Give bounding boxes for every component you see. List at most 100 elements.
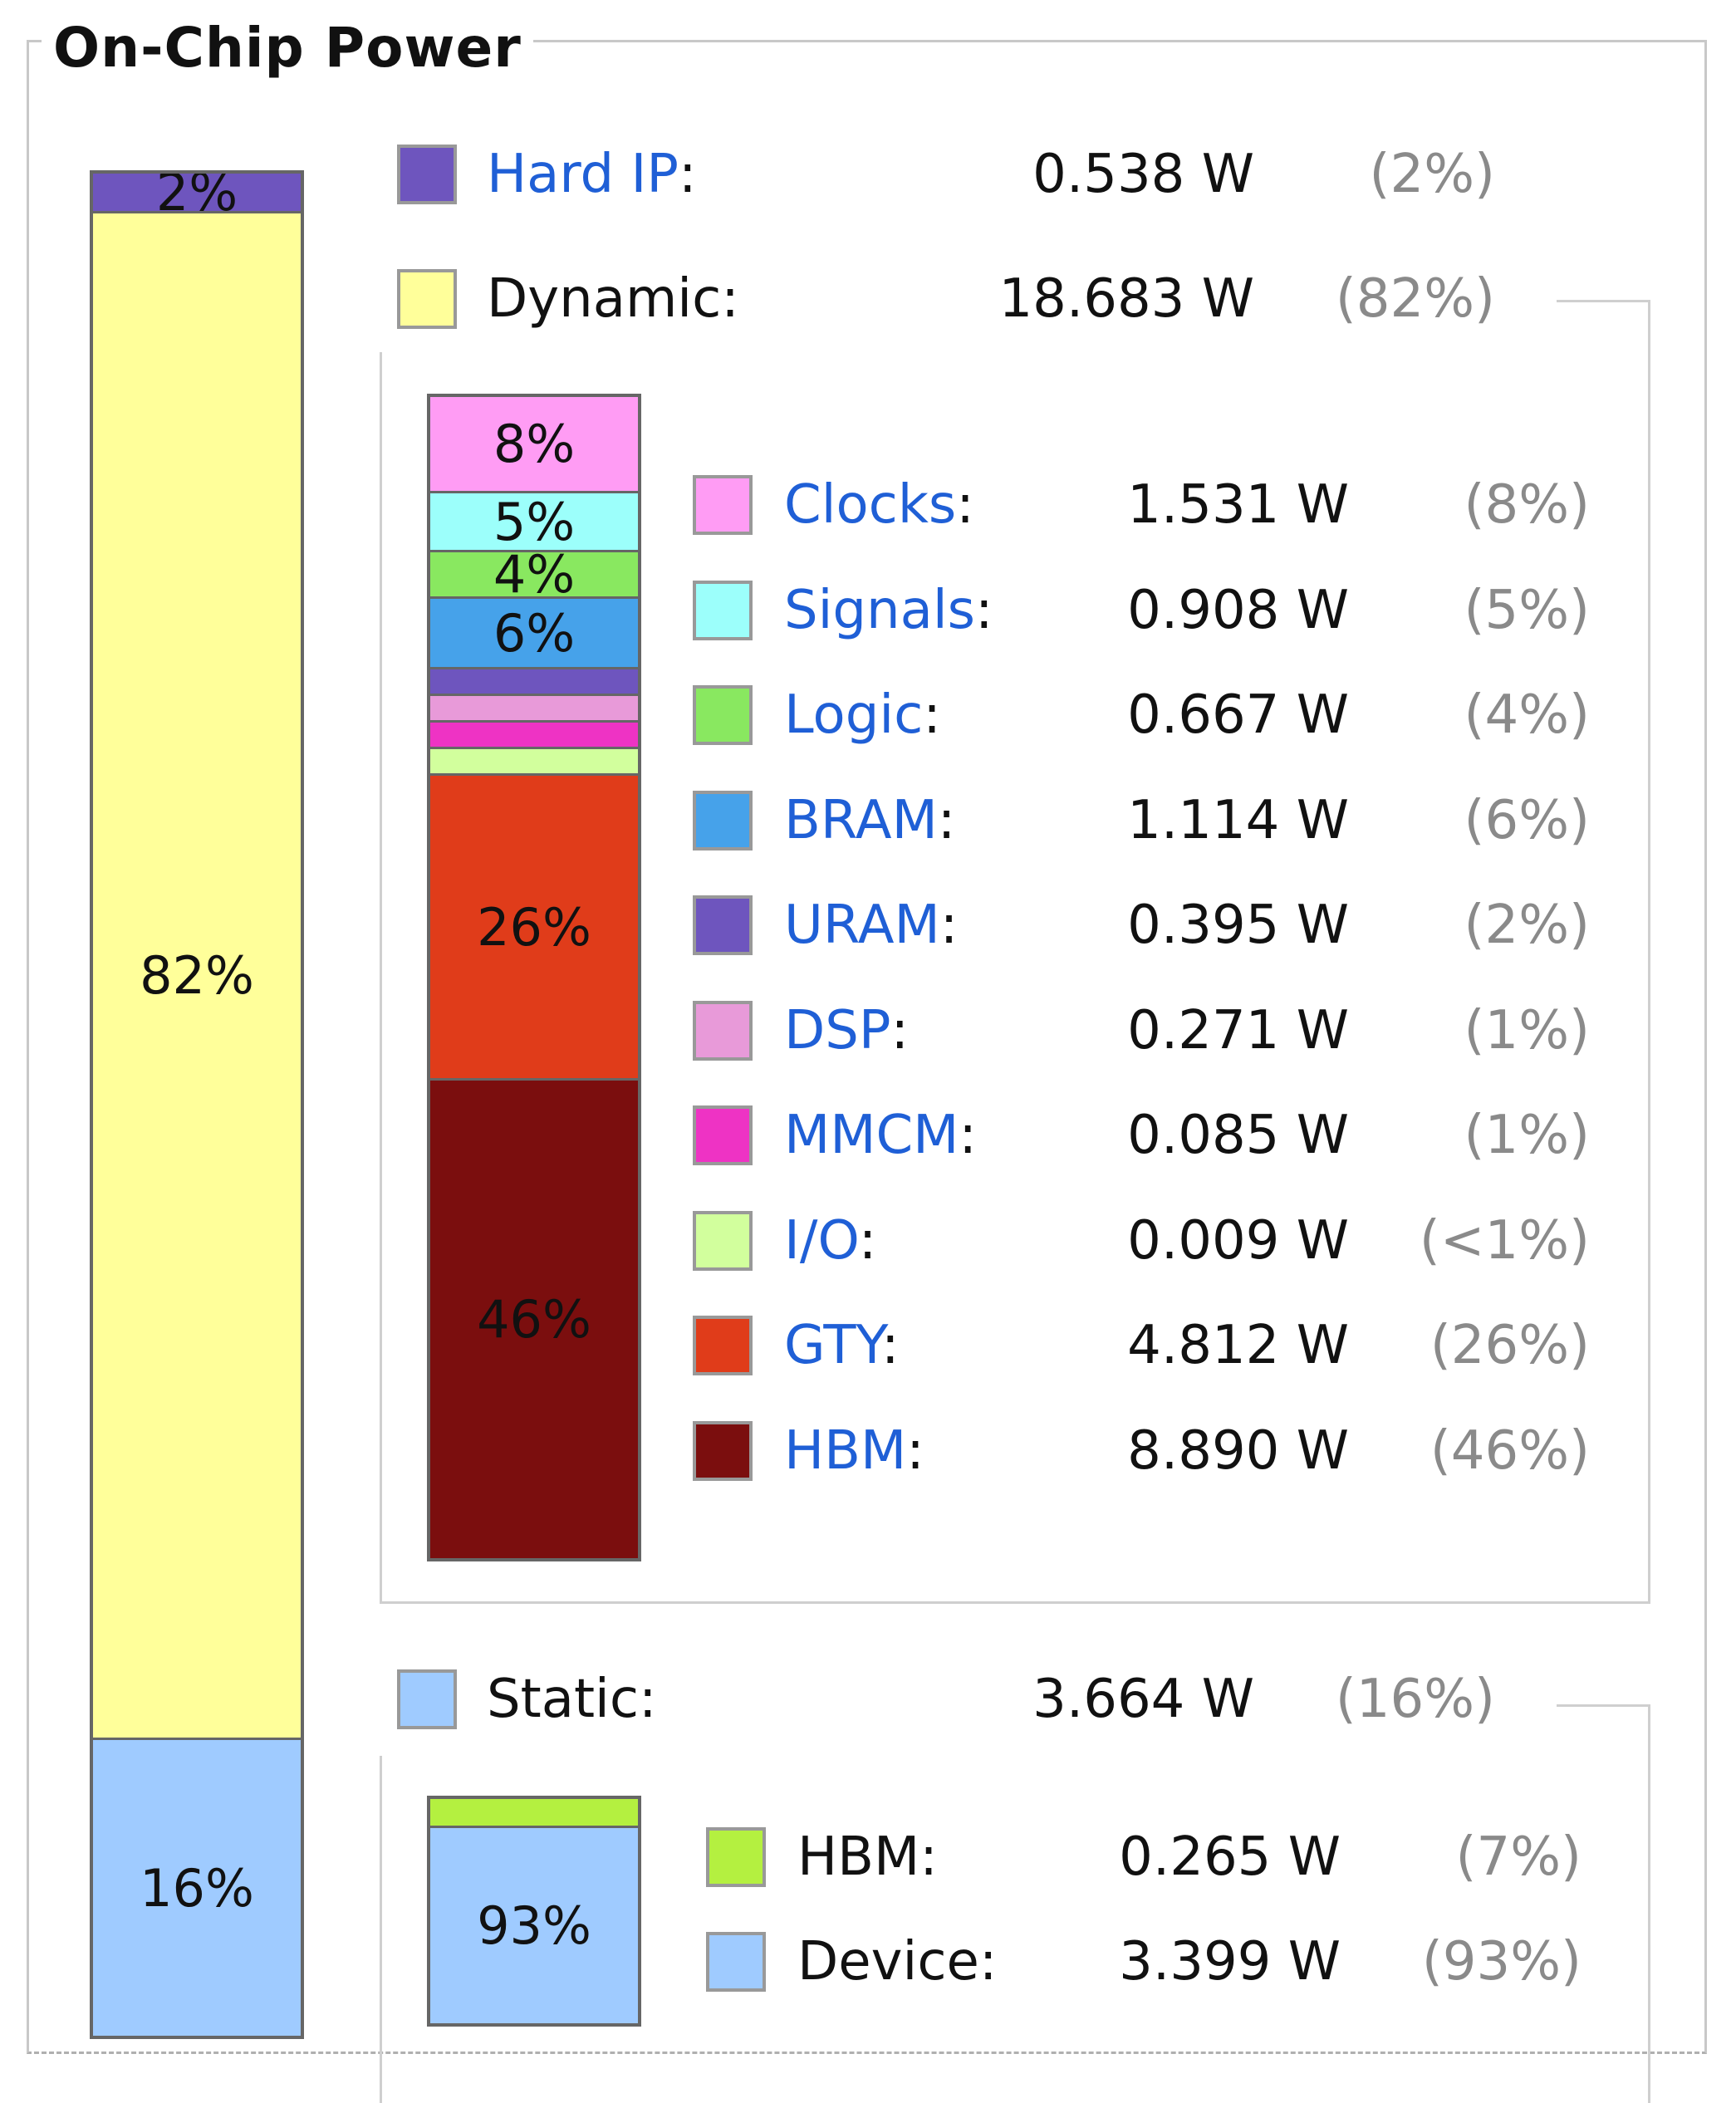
dynamic-uram-label[interactable]: URAM:	[784, 892, 958, 958]
dynamic-segment-uram	[430, 667, 638, 694]
dynamic-logic-swatch	[693, 685, 753, 745]
dynamic-gty-percent: (26%)	[1430, 1315, 1590, 1376]
panel-title: On-Chip Power	[42, 15, 533, 81]
dynamic-segment-bram: 6%	[430, 596, 638, 667]
dynamic-bram-swatch	[693, 790, 753, 851]
label-colon: :	[678, 144, 697, 205]
label-colon: :	[956, 474, 974, 536]
dynamic-bram-value: 1.114 W	[1127, 789, 1349, 851]
label-colon: :	[721, 268, 739, 330]
summary-hard-ip-value: 0.538 W	[1032, 144, 1254, 205]
summary-static-swatch	[397, 1669, 457, 1729]
dynamic-uram-name[interactable]: URAM	[784, 895, 940, 956]
summary-dynamic-swatch	[397, 269, 457, 329]
dynamic-mmcm-swatch	[693, 1105, 753, 1165]
static-group-line	[1547, 1704, 1648, 1707]
summary-hard-ip-name[interactable]: Hard IP	[487, 144, 679, 205]
summary-static-label: Static:	[487, 1666, 657, 1733]
dynamic-hbm-percent: (46%)	[1430, 1419, 1590, 1482]
summary-hard-ip-percent: (2%)	[1369, 144, 1495, 205]
dynamic-mmcm-percent: (1%)	[1464, 1105, 1590, 1166]
label-colon: :	[906, 1419, 924, 1482]
static-device-label: Device:	[797, 1929, 997, 1995]
static-hbm-value: 0.265 W	[1119, 1826, 1341, 1888]
dynamic-hbm-value: 8.890 W	[1127, 1419, 1349, 1482]
dynamic-signals-swatch	[693, 580, 753, 640]
dynamic-group-line	[1547, 300, 1648, 302]
dynamic-power-bar: 8% 5% 4% 6% 26% 46%	[427, 394, 641, 1561]
dynamic-bram-percent: (6%)	[1464, 789, 1590, 851]
label-colon: :	[923, 684, 941, 746]
dynamic-mmcm-label[interactable]: MMCM:	[784, 1102, 977, 1169]
label-colon: :	[639, 1669, 657, 1730]
dynamic-clocks-percent: (8%)	[1464, 474, 1590, 536]
dynamic-bram-label[interactable]: BRAM:	[784, 787, 955, 854]
summary-dynamic-value: 18.683 W	[998, 268, 1254, 330]
dynamic-clocks-swatch	[693, 475, 753, 535]
dynamic-segment-logic: 4%	[430, 544, 638, 605]
dynamic-segment-gty: 26%	[430, 773, 638, 1078]
label-colon: :	[890, 999, 910, 1061]
summary-hard-ip-label[interactable]: Hard IP:	[487, 141, 697, 208]
dynamic-segment-label: 6%	[493, 602, 576, 664]
dynamic-dsp-label[interactable]: DSP:	[784, 998, 909, 1064]
dynamic-signals-name[interactable]: Signals	[784, 579, 975, 641]
static-power-bar: 93%	[427, 1796, 641, 2027]
dynamic-segment-label: 5%	[493, 491, 576, 552]
label-colon: :	[959, 1105, 977, 1166]
dynamic-gty-swatch	[693, 1316, 753, 1375]
static-segment-hbm	[430, 1799, 638, 1826]
dynamic-i-o-percent: (<1%)	[1419, 1209, 1590, 1272]
label-colon: :	[881, 1315, 900, 1376]
static-hbm-label: HBM:	[797, 1824, 938, 1890]
on-chip-power-bar: 2% 82% 16%	[90, 170, 304, 2039]
dynamic-i-o-label[interactable]: I/O:	[784, 1208, 876, 1274]
dynamic-logic-label[interactable]: Logic:	[784, 682, 941, 748]
dynamic-logic-percent: (4%)	[1464, 684, 1590, 746]
label-colon: :	[858, 1209, 877, 1272]
on-chip-segment-label: 16%	[140, 1857, 254, 1919]
dynamic-mmcm-value: 0.085 W	[1127, 1105, 1349, 1166]
dynamic-signals-value: 0.908 W	[1127, 579, 1349, 641]
dynamic-segment-mmcm	[430, 720, 638, 747]
dynamic-logic-name[interactable]: Logic	[784, 684, 924, 746]
dynamic-segment-i-o	[430, 747, 638, 773]
dynamic-segment-signals: 5%	[430, 491, 638, 552]
dynamic-segment-label: 46%	[477, 1289, 591, 1350]
dynamic-signals-label[interactable]: Signals:	[784, 577, 993, 644]
dynamic-bram-name[interactable]: BRAM	[784, 789, 938, 851]
summary-static-name: Static	[487, 1669, 639, 1730]
static-segment-device: 93%	[430, 1826, 638, 2023]
dynamic-segment-dsp	[430, 694, 638, 720]
dynamic-gty-value: 4.812 W	[1127, 1315, 1349, 1376]
dynamic-segment-label: 26%	[477, 896, 591, 958]
dynamic-hbm-name[interactable]: HBM	[784, 1419, 907, 1482]
dynamic-gty-label[interactable]: GTY:	[784, 1312, 900, 1379]
static-device-name: Device	[797, 1931, 979, 1993]
dynamic-dsp-swatch	[693, 1000, 753, 1061]
on-chip-segment-static: 16%	[93, 1738, 301, 2036]
label-colon: :	[937, 789, 956, 851]
dynamic-dsp-name[interactable]: DSP	[784, 999, 891, 1061]
dynamic-mmcm-name[interactable]: MMCM	[784, 1105, 959, 1166]
static-segment-label: 93%	[477, 1895, 591, 1956]
dynamic-segment-label: 8%	[493, 414, 576, 474]
dynamic-hbm-swatch	[693, 1420, 753, 1481]
dynamic-logic-value: 0.667 W	[1127, 684, 1349, 746]
dynamic-gty-name[interactable]: GTY	[784, 1315, 881, 1376]
summary-dynamic-label: Dynamic:	[487, 266, 739, 332]
dynamic-i-o-value: 0.009 W	[1127, 1209, 1349, 1272]
dynamic-segment-label: 4%	[493, 544, 576, 605]
dynamic-clocks-value: 1.531 W	[1127, 474, 1349, 536]
dynamic-hbm-label[interactable]: HBM:	[784, 1418, 924, 1484]
dynamic-clocks-name[interactable]: Clocks	[784, 474, 957, 536]
dynamic-uram-value: 0.395 W	[1127, 895, 1349, 956]
dynamic-i-o-name[interactable]: I/O	[784, 1209, 859, 1272]
on-chip-segment-dynamic: 82%	[93, 211, 301, 1738]
dynamic-dsp-value: 0.271 W	[1127, 999, 1349, 1061]
label-colon: :	[939, 895, 959, 956]
static-hbm-name: HBM	[797, 1826, 920, 1888]
dynamic-clocks-label[interactable]: Clocks:	[784, 472, 974, 538]
summary-dynamic-percent: (82%)	[1335, 268, 1495, 330]
label-colon: :	[919, 1826, 938, 1888]
